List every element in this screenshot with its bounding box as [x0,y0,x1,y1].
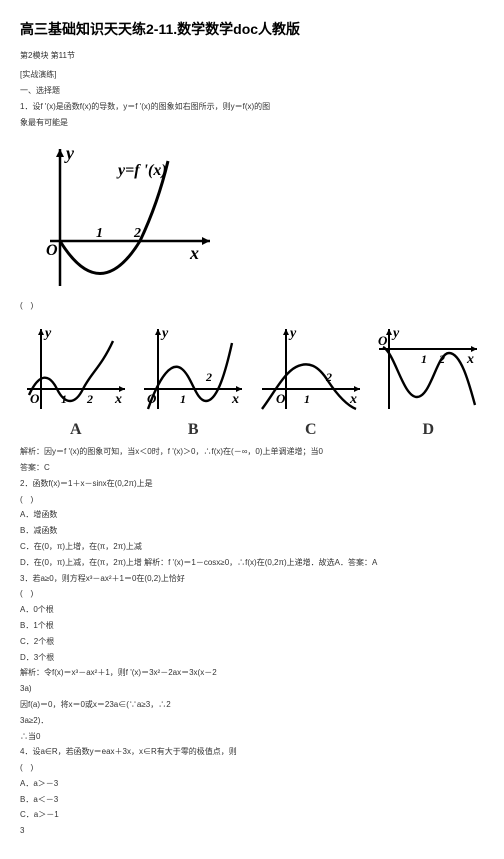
paren-3: ( ) [20,588,484,601]
q4-C: C．a＞－1 [20,809,484,822]
curve-b [148,343,232,409]
paren-1: ( ) [20,300,484,313]
option-D: y x O 1 2 D [373,323,485,443]
q3-D: D．3个根 [20,652,484,665]
curve-d [383,347,475,405]
q4-stem: 4．设a∈R，若函数y＝eax＋3x，x∈R有大于零的极值点，则 [20,746,484,759]
sol3a: 解析：令f(x)＝x³－ax²＋1，则f '(x)＝3x²－2ax＝3x(x－2 [20,667,484,680]
sol3c: 因f(a)＝0，将x＝0或x＝23a∈(∵a≥3，∴2 [20,699,484,712]
q2-stem: 2．函数f(x)＝1＋x－sinx在(0,2π)上是 [20,478,484,491]
option-B-label: B [138,417,250,443]
sol3b: 3a) [20,683,484,696]
tick1-c: 1 [304,392,310,406]
q2-A: A．增函数 [20,509,484,522]
q4-A: A．a＞－3 [20,778,484,791]
o-label-d: O [378,333,388,348]
q2-C: C．在(0，π)上增，在(π，2π)上减 [20,541,484,554]
curve-label: y=f '(x) [116,162,167,179]
paren-2: ( ) [20,494,484,507]
section-label: [实战演练] [20,69,484,82]
y-label-c: y [288,326,297,341]
sol3d: 3a≥2)． [20,715,484,728]
part1-heading: 一、选择题 [20,85,484,98]
y-label-b: y [160,326,169,341]
x-label-d: x [466,352,474,367]
q4-B: B．a＜－3 [20,794,484,807]
q3-C: C．2个根 [20,636,484,649]
y-axis-label: y [64,143,75,163]
tick-1: 1 [96,226,103,241]
option-D-label: D [373,417,485,443]
paren-4: ( ) [20,762,484,775]
option-A: y x O 1 2 A [20,323,132,443]
tick2-b: 2 [205,370,212,384]
derivative-chart: O 1 2 y x y=f '(x) [20,141,484,295]
q3-A: A．0个根 [20,604,484,617]
x-label-b: x [231,392,239,407]
o-label-c: O [276,391,286,406]
q3-stem: 3．若a≥0，则方程x³－ax²＋1＝0在(0,2)上恰好 [20,573,484,586]
tick1-b: 1 [180,392,186,406]
page-title: 高三基础知识天天练2-11.数学数学doc人教版 [20,18,484,40]
sol1: 解析：因y＝f '(x)的图象可知，当x＜0时，f '(x)＞0，∴f(x)在(… [20,446,484,459]
y-label-d: y [391,326,400,341]
q2-D: D．在(0，π)上减，在(π，2π)上增 解析：f '(x)＝1－cosx≥0，… [20,557,484,570]
x-axis-label: x [189,243,199,263]
sol3e: ∴当0 [20,731,484,744]
q4-D: 3 [20,825,484,838]
option-C-label: C [255,417,367,443]
x-label-a: x [114,392,122,407]
module-section: 第2模块 第11节 [20,50,484,63]
ans1: 答案：C [20,462,484,475]
q3-B: B．1个根 [20,620,484,633]
q1-stem2: 象最有可能是 [20,117,484,130]
option-A-label: A [20,417,132,443]
options-row: y x O 1 2 A y x O 1 2 B [20,323,484,443]
tick2-a: 2 [86,392,93,406]
tick1-d: 1 [421,352,427,366]
y-label-a: y [43,326,52,341]
option-B: y x O 1 2 B [138,323,250,443]
origin-label: O [46,242,58,259]
q1-stem: 1．设f '(x)是函数f(x)的导数，y＝f '(x)的图象如右图所示，则y＝… [20,101,484,114]
o-label-a: O [30,391,40,406]
option-C: y x O 1 2 C [255,323,367,443]
q2-B: B．减函数 [20,525,484,538]
